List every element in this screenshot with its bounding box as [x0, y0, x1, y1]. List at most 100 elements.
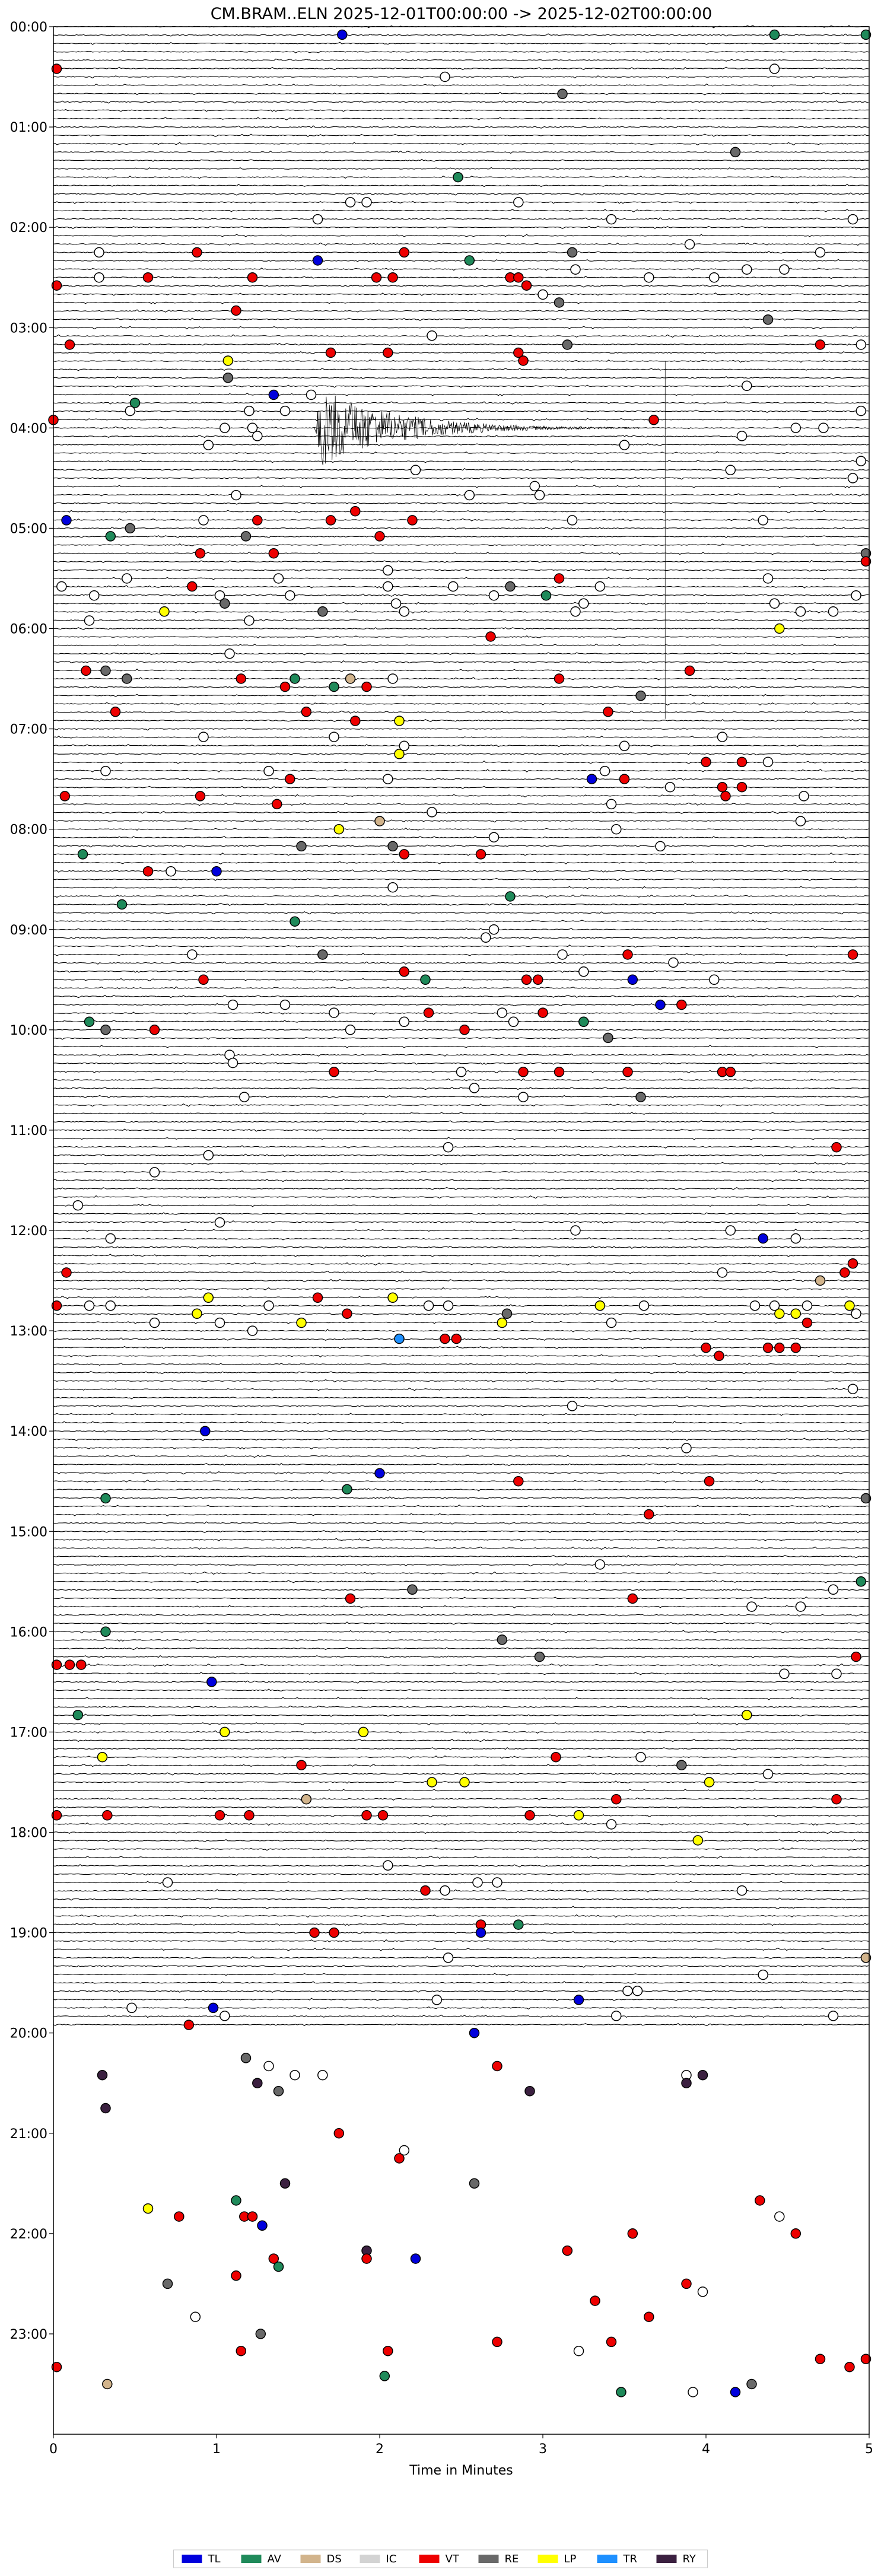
- event-marker-av: [100, 1493, 111, 1504]
- trace-line: [53, 727, 869, 731]
- trace-line: [53, 460, 869, 463]
- x-tick-label: 0: [49, 2442, 58, 2457]
- trace-line: [53, 568, 869, 572]
- trace-line: [53, 1638, 869, 1642]
- event-marker-ic: [423, 1300, 434, 1311]
- event-marker-av: [100, 1626, 111, 1637]
- trace-line: [53, 1922, 869, 1926]
- trace-line: [53, 1973, 869, 1976]
- trace-line: [53, 309, 869, 313]
- y-tick-label: 12:00: [10, 1224, 47, 1239]
- event-marker-ic: [749, 1300, 761, 1311]
- event-marker-lp: [142, 2203, 154, 2214]
- legend-label-ry: RY: [683, 2553, 696, 2565]
- event-marker-lp: [774, 623, 785, 634]
- trace-line: [53, 384, 869, 388]
- event-marker-re: [317, 949, 328, 960]
- event-marker-re: [469, 2178, 480, 2189]
- event-marker-vt: [844, 2361, 855, 2373]
- trace-line: [53, 1462, 869, 1467]
- event-marker-vt: [627, 2228, 638, 2239]
- event-marker-ic: [443, 1952, 454, 1963]
- trace-line: [53, 1563, 869, 1567]
- y-tick-label: 05:00: [10, 521, 47, 536]
- legend-label-av: AV: [268, 2553, 282, 2565]
- event-marker-vt: [110, 707, 121, 717]
- event-marker-ic: [847, 214, 858, 225]
- trace-line: [53, 58, 869, 62]
- event-marker-ic: [828, 606, 839, 617]
- event-marker-vt: [648, 415, 659, 425]
- trace-line: [53, 501, 869, 505]
- event-marker-tl: [200, 1426, 211, 1436]
- event-marker-tl: [268, 389, 279, 400]
- event-marker-vt: [195, 791, 206, 802]
- event-marker-vt: [492, 2060, 502, 2072]
- trace-line: [53, 1170, 869, 1173]
- trace-line: [53, 610, 869, 614]
- trace-line: [53, 869, 869, 873]
- event-marker-ds: [301, 1793, 312, 1805]
- event-marker-re: [635, 1092, 646, 1102]
- event-marker-ic: [736, 431, 748, 441]
- event-marker-ic: [244, 405, 255, 416]
- event-marker-ic: [387, 673, 398, 684]
- event-marker-tl: [586, 774, 597, 784]
- trace-line: [53, 1254, 869, 1257]
- trace-line: [53, 794, 869, 798]
- event-marker-ic: [427, 330, 437, 341]
- trace-line: [53, 852, 869, 856]
- event-marker-re: [240, 531, 252, 542]
- trace-line: [53, 1296, 869, 1299]
- trace-line: [53, 1053, 869, 1057]
- event-marker-ic: [440, 1885, 450, 1896]
- event-marker-vt: [622, 949, 633, 960]
- trace-line: [53, 1379, 869, 1383]
- trace-line: [53, 1095, 869, 1098]
- event-marker-vt: [725, 1067, 736, 1077]
- trace-line: [53, 1688, 869, 1691]
- event-marker-ic: [762, 1769, 774, 1780]
- event-marker-vt: [762, 1343, 774, 1353]
- event-marker-vt: [231, 305, 241, 316]
- event-marker-ic: [214, 590, 225, 601]
- trace-line: [53, 844, 869, 848]
- event-marker-vt: [717, 781, 728, 793]
- event-marker-ic: [769, 63, 780, 74]
- event-marker-ic: [736, 1885, 748, 1896]
- trace-line: [53, 418, 869, 422]
- event-marker-re: [567, 247, 578, 258]
- trace-line: [53, 142, 869, 146]
- event-marker-ic: [758, 515, 768, 526]
- trace-line: [53, 694, 869, 697]
- trace-line: [53, 1153, 869, 1157]
- event-marker-ic: [497, 1007, 508, 1018]
- event-marker-vt: [142, 866, 154, 877]
- event-marker-ic: [847, 473, 858, 484]
- event-marker-vt: [350, 505, 361, 517]
- trace-line: [53, 1948, 869, 1951]
- event-marker-ic: [746, 1601, 757, 1612]
- trace-line: [53, 810, 869, 815]
- trace-line: [53, 192, 869, 196]
- event-marker-av: [420, 974, 431, 985]
- event-marker-vt: [611, 1793, 622, 1805]
- trace-line: [53, 1162, 869, 1165]
- trace-line: [53, 652, 869, 656]
- legend-swatch-ds: [300, 2555, 321, 2563]
- event-marker-ic: [664, 781, 676, 793]
- trace-line: [53, 1597, 869, 1599]
- event-marker-vt: [533, 974, 543, 985]
- event-marker-tl: [61, 515, 72, 526]
- y-tick-label: 10:00: [10, 1023, 47, 1038]
- event-marker-ic: [94, 272, 104, 283]
- trace-line: [53, 1145, 869, 1149]
- trace-line: [53, 510, 869, 514]
- event-marker-av: [329, 681, 339, 692]
- event-marker-ic: [779, 264, 790, 275]
- event-marker-ry: [681, 2078, 692, 2088]
- event-marker-ic: [655, 841, 666, 852]
- event-marker-re: [562, 339, 573, 350]
- event-marker-ic: [769, 598, 780, 609]
